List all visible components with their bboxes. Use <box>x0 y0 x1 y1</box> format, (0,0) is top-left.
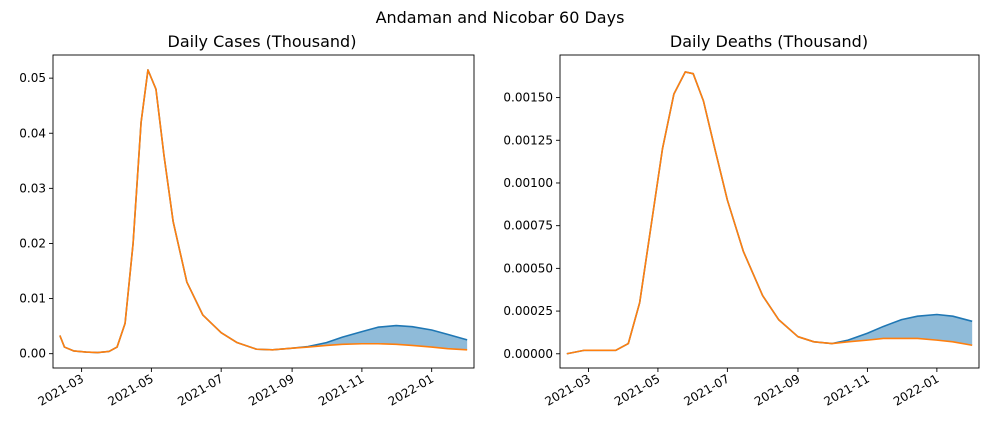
cases-series-line-1 <box>59 69 468 354</box>
deaths-series-line-2 <box>566 71 973 355</box>
cases-x-tick-label: 2021-05 <box>105 371 155 408</box>
cases-x-tick-label: 2021-03 <box>36 371 86 408</box>
cases-x-tick-label: 2022-01 <box>386 371 436 408</box>
deaths-plot-area: 0.00000 0.00025 0.00050 0.00075 0.00100 0.001… <box>503 54 980 409</box>
cases-x-tick-label: 2021-11 <box>316 371 366 408</box>
cases-x-tick-label: 2021-07 <box>175 371 225 408</box>
cases-chart-title: Daily Cases (Thousand) <box>168 32 357 51</box>
cases-axes-frame <box>52 54 475 369</box>
cases-y-tick-label: 0.04 <box>19 126 46 140</box>
deaths-y-tick-label: 0.00100 <box>503 176 553 190</box>
deaths-x-tick-label: 2022-01 <box>891 371 941 408</box>
cases-fill-band <box>59 69 468 353</box>
deaths-x-tick-label: 2021-03 <box>543 371 593 408</box>
deaths-y-tick-label: 0.00150 <box>503 91 553 105</box>
deaths-x-tick-label: 2021-05 <box>612 371 662 408</box>
figure-title: Andaman and Nicobar 60 Days <box>376 8 625 27</box>
cases-x-tick-label: 2021-09 <box>246 371 296 408</box>
deaths-x-tick-label: 2021-11 <box>821 371 871 408</box>
deaths-y-tick-label: 0.00000 <box>503 347 553 361</box>
deaths-chart-title: Daily Deaths (Thousand) <box>670 32 868 51</box>
cases-y-tick-label: 0.03 <box>19 181 46 195</box>
deaths-chart: Daily Deaths (Thousand) 0.000000.000250.… <box>503 32 980 409</box>
deaths-y-tick-label: 0.00050 <box>503 261 553 275</box>
deaths-y-tick-label: 0.00025 <box>503 304 553 318</box>
cases-y-tick-label: 0.01 <box>19 292 46 306</box>
cases-plot-area: 0.00 0.01 0.02 0.03 0.04 0.05 2021-03 2021-05 20… <box>19 54 475 409</box>
cases-y-tick-label: 0.02 <box>19 236 46 250</box>
deaths-y-tick-label: 0.00125 <box>503 133 553 147</box>
cases-y-tick-label: 0.00 <box>19 347 46 361</box>
cases-y-tick-label: 0.05 <box>19 71 46 85</box>
deaths-series-line-1 <box>566 71 973 355</box>
deaths-y-tick-label: 0.00075 <box>503 219 553 233</box>
deaths-x-tick-label: 2021-07 <box>681 371 731 408</box>
deaths-fill-band <box>566 71 973 354</box>
deaths-x-tick-label: 2021-09 <box>752 371 802 408</box>
deaths-axes-frame <box>559 54 980 369</box>
cases-chart: Daily Cases (Thousand) 0.000.010.020.030… <box>19 32 475 409</box>
cases-series-line-2 <box>59 69 468 354</box>
